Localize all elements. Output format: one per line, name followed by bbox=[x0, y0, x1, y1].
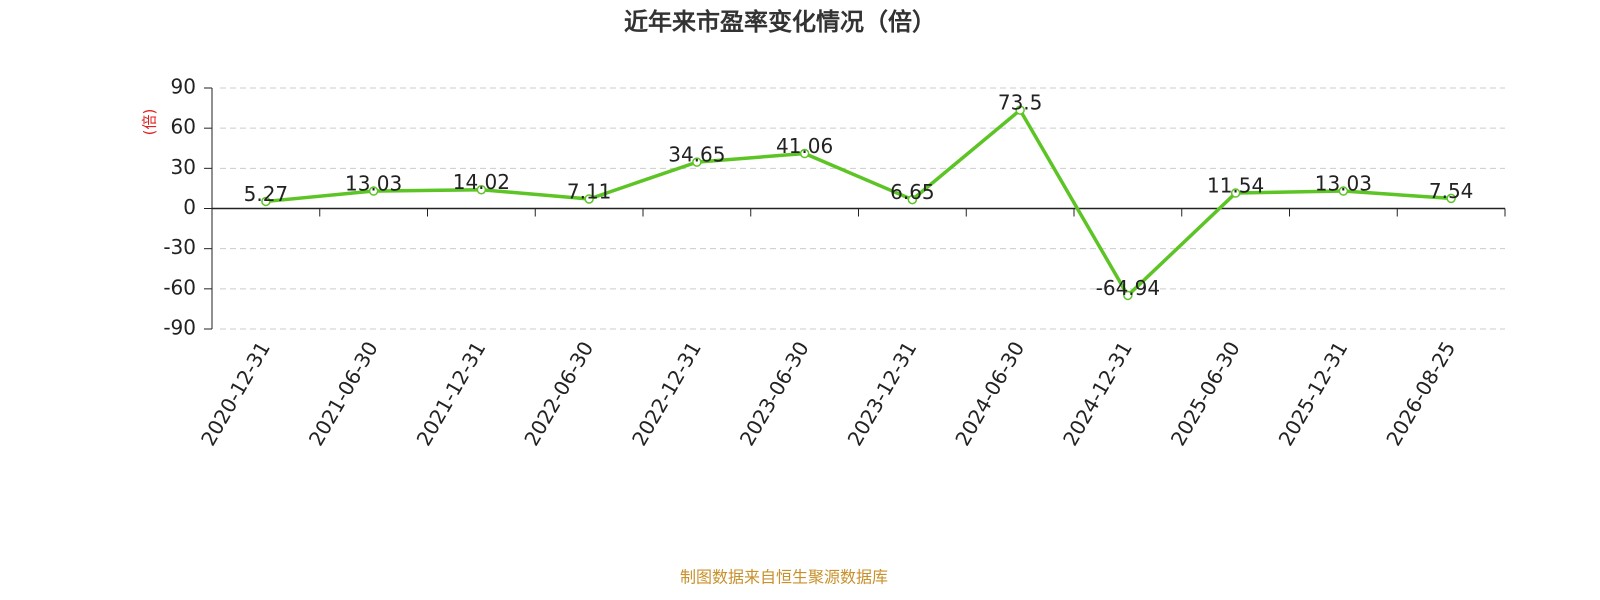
x-tick-label: 2021-06-30 bbox=[304, 337, 383, 450]
x-tick-label: 2021-12-31 bbox=[412, 337, 491, 450]
data-label: 73.5 bbox=[998, 91, 1043, 115]
x-tick-label: 2025-12-31 bbox=[1274, 337, 1353, 450]
x-tick-label: 2025-06-30 bbox=[1166, 337, 1245, 450]
point bbox=[476, 184, 487, 195]
point bbox=[1446, 193, 1456, 204]
y-tick-label: 0 bbox=[183, 195, 196, 219]
data-label: 6.65 bbox=[890, 180, 935, 204]
data-label: -64.94 bbox=[1096, 276, 1160, 300]
point bbox=[1015, 105, 1025, 115]
point bbox=[1230, 188, 1241, 198]
data-label: 34.65 bbox=[668, 143, 725, 167]
y-axis-label: (倍) bbox=[141, 109, 159, 136]
y-tick-label: -30 bbox=[163, 235, 196, 259]
x-tick-label: 2022-12-31 bbox=[627, 337, 706, 450]
data-label: 5.27 bbox=[244, 182, 289, 206]
source-note: 制图数据来自恒生聚源数据库 bbox=[680, 568, 888, 587]
point bbox=[261, 196, 271, 207]
x-tick-label: 2026-08-25 bbox=[1381, 337, 1460, 450]
x-tick-label: 2024-06-30 bbox=[950, 337, 1029, 450]
data-label: 11.54 bbox=[1207, 174, 1264, 198]
point bbox=[907, 194, 918, 205]
y-tick-label: -90 bbox=[163, 316, 196, 340]
y-tick-label: 90 bbox=[171, 75, 196, 99]
x-tick-label: 2023-06-30 bbox=[735, 337, 814, 450]
x-tick-label: 2020-12-31 bbox=[196, 337, 275, 450]
point bbox=[1338, 186, 1349, 196]
x-tick-label: 2024-12-31 bbox=[1058, 337, 1137, 450]
point bbox=[799, 148, 810, 159]
point bbox=[584, 194, 594, 204]
line bbox=[265, 108, 1452, 298]
data-label: 13.03 bbox=[345, 172, 402, 196]
y-tick-label: -60 bbox=[163, 275, 196, 299]
chart-title: 近年来市盈率变化情况（倍） bbox=[624, 8, 936, 36]
data-label: 41.06 bbox=[776, 134, 833, 158]
data-label: 13.03 bbox=[1315, 172, 1372, 196]
data-label: 7.11 bbox=[567, 179, 612, 203]
point bbox=[1123, 290, 1133, 301]
x-tick-label: 2023-12-31 bbox=[843, 337, 922, 450]
x-tick-label: 2022-06-30 bbox=[519, 337, 598, 450]
data-label: 14.02 bbox=[453, 170, 510, 194]
y-tick-label: 60 bbox=[171, 115, 196, 139]
data-label: 7.54 bbox=[1429, 179, 1474, 203]
point bbox=[692, 157, 702, 167]
point bbox=[368, 186, 379, 196]
y-tick-label: 30 bbox=[171, 155, 196, 179]
